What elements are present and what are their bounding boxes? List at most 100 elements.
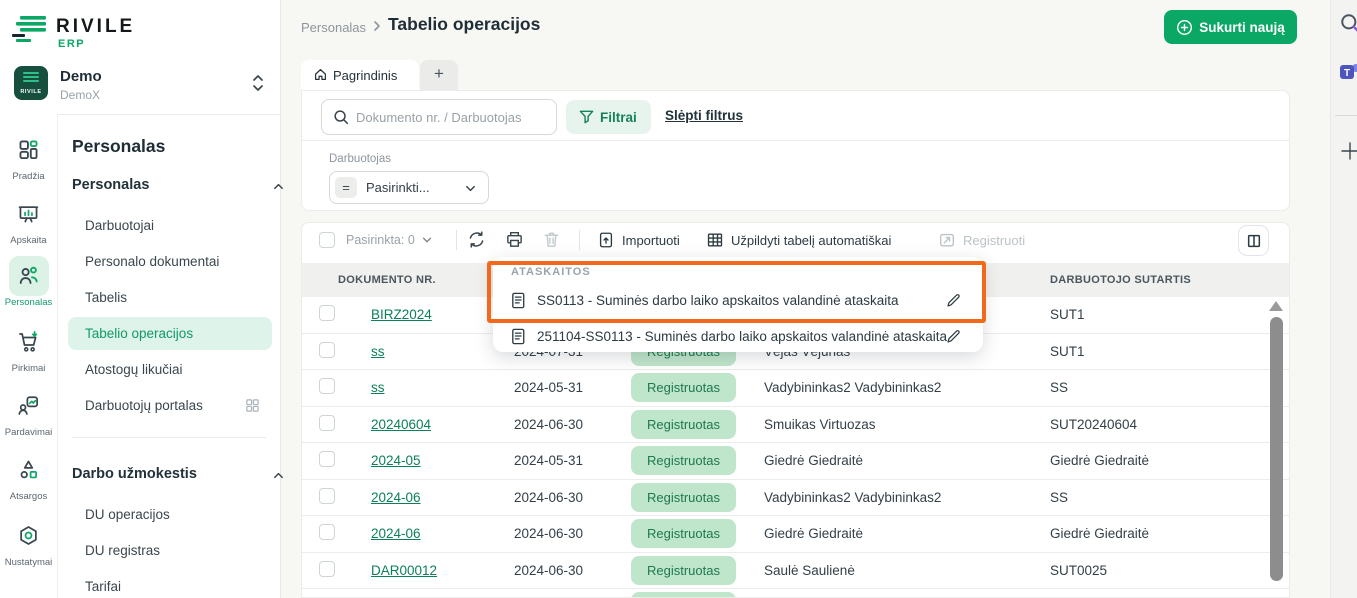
autofill-button[interactable]: Užpildyti tabelį automatiškai [706, 231, 891, 249]
sidebar-item-du-registras[interactable]: DU registras [85, 543, 161, 558]
import-button[interactable]: Importuoti [597, 231, 680, 249]
search-box [321, 99, 557, 135]
rail-item-personalas[interactable]: Personalas [0, 256, 57, 308]
table-row[interactable]: 2024-06 2024-06-30 Registruotas Giedrė G… [302, 516, 1289, 553]
sidebar-item-tabelio-operacijos[interactable]: Tabelio operacijos [68, 317, 272, 350]
contract-cell: SUT1 [1050, 307, 1085, 323]
register-button[interactable]: Registruoti [938, 231, 1025, 249]
delete-button[interactable] [542, 230, 561, 252]
select-all-checkbox[interactable] [319, 232, 335, 248]
section-personalas[interactable]: Personalas [72, 177, 283, 193]
document-link[interactable]: DAR00012 [371, 562, 438, 578]
search-sidebar-icon[interactable] [1339, 12, 1357, 36]
row-checkbox[interactable] [319, 524, 335, 541]
teams-icon[interactable]: T [1339, 62, 1357, 84]
contract-cell: SUT20240604 [1050, 416, 1138, 432]
employee-select[interactable]: = Pasirinkti... [329, 171, 489, 204]
home-icon [315, 69, 326, 80]
grid-icon [246, 399, 259, 412]
table-row[interactable]: ss 2024-05-31 Registruotas Vadybininkas2… [302, 370, 1289, 407]
tab-pagrindinis[interactable]: Pagrindinis [301, 60, 419, 90]
document-link[interactable]: 2024-06 [371, 489, 421, 505]
rail-item-nustatymai[interactable]: Nustatymai [0, 516, 57, 568]
brand-product: ERP [58, 38, 86, 50]
chevron-down-icon [466, 185, 475, 192]
document-link[interactable]: 2024-05 [371, 453, 421, 469]
sidebar-item-atostogu-likuciai[interactable]: Atostogų likučiai [85, 362, 183, 377]
document-icon [512, 292, 525, 309]
sidebar-item-du-operacijos[interactable]: DU operacijos [85, 507, 170, 522]
rail-item-pradzia[interactable]: Pradžia [0, 130, 57, 182]
table-row[interactable]: 2024-05 2024-05-31 Registruotas Giedrė G… [302, 443, 1289, 480]
employee-cell: Smuikas Virtuozas [764, 416, 876, 432]
report-item-251104-ss0113[interactable]: 251104-SS0113 - Suminės darbo laiko apsk… [493, 320, 983, 353]
table-row[interactable]: DAR00012 2024-06-30 Registruotas Saulė S… [302, 552, 1289, 589]
employee-cell: Giedrė Giedraitė [764, 453, 864, 469]
row-checkbox[interactable] [319, 378, 335, 395]
sidebar-item-personalo-dokumentai[interactable]: Personalo dokumentai [85, 254, 220, 269]
inventory-icon [20, 460, 37, 479]
row-checkbox[interactable] [319, 560, 335, 577]
search-input[interactable] [356, 101, 551, 133]
row-checkbox[interactable] [319, 414, 335, 431]
document-link[interactable]: BIRZ2024 [371, 307, 432, 323]
register-icon [940, 233, 954, 247]
report-item-ss0113[interactable]: SS0113 - Suminės darbo laiko apskaitos v… [493, 284, 983, 317]
rail-item-apskaita[interactable]: Apskaita [0, 194, 57, 246]
document-link[interactable]: 2024-06 [371, 526, 421, 542]
chevron-down-icon [422, 237, 431, 243]
rail-item-pirkimai[interactable]: Pirkimai [0, 322, 57, 374]
workspace-avatar: RIVILE [14, 66, 48, 100]
main-area: Personalas Tabelio operacijos Sukurti na… [281, 0, 1357, 598]
date-cell: 2024-05-31 [514, 453, 584, 469]
refresh-button[interactable] [467, 230, 486, 252]
row-checkbox[interactable] [319, 305, 335, 322]
filters-button[interactable]: Filtrai [566, 100, 651, 134]
add-tab-button[interactable]: + [420, 60, 458, 90]
workspace-name: Demo [60, 68, 102, 85]
document-link[interactable]: 20240604 [371, 416, 432, 432]
table-row[interactable]: 20240604 2024-06-30 Registruotas Smuikas… [302, 406, 1289, 443]
sidebar-item-darbuotoju-portalas[interactable]: Darbuotojų portalas [68, 389, 272, 422]
page-title: Tabelio operacijos [388, 14, 541, 34]
scrollbar-thumb[interactable] [1270, 317, 1283, 581]
status-badge: Registruotas [631, 555, 736, 585]
document-link[interactable]: ss [371, 380, 385, 396]
divider [1335, 115, 1357, 116]
create-new-button[interactable]: Sukurti naują [1164, 10, 1297, 44]
document-link[interactable]: ss [371, 343, 385, 359]
rail-item-pardavimai[interactable]: Pardavimai [0, 386, 57, 438]
breadcrumb[interactable]: Personalas [301, 20, 367, 35]
sidebar-menu: Personalas Personalas Darbuotojai Person… [57, 114, 283, 598]
row-checkbox[interactable] [319, 451, 335, 468]
sidebar-item-darbuotojai[interactable]: Darbuotojai [85, 218, 155, 233]
edit-pencil-icon[interactable] [945, 292, 962, 309]
search-icon [334, 110, 349, 125]
table-row[interactable]: 2024-06 2024-06-30 Registruotas Vadybini… [302, 479, 1289, 516]
accounting-icon [18, 206, 39, 223]
scrollbar-up-arrow[interactable] [1269, 301, 1283, 311]
selected-count[interactable]: Pasirinkta: 0 [346, 233, 433, 247]
unfold-icon[interactable] [250, 72, 266, 94]
row-checkbox[interactable] [319, 487, 335, 504]
document-icon [512, 328, 525, 345]
workspace-selector[interactable]: RIVILE Demo DemoX [0, 60, 281, 114]
edit-pencil-icon[interactable] [945, 328, 962, 345]
sidebar-item-tabelis[interactable]: Tabelis [85, 290, 128, 305]
operator-icon[interactable]: = [335, 177, 357, 198]
print-button[interactable] [505, 230, 524, 252]
brand-name: RIVILE [56, 16, 136, 37]
contract-cell: Giedrė Giedraitė [1050, 453, 1150, 469]
section-darbo-uzmokestis[interactable]: Darbo užmokestis [72, 466, 283, 482]
add-sidebar-icon[interactable] [1339, 140, 1357, 162]
columns-icon [1247, 234, 1260, 247]
table-row[interactable]: Registruotas [302, 589, 1289, 597]
contract-cell: Giedrė Giedraitė [1050, 526, 1150, 542]
rail-item-atsargos[interactable]: Atsargos [0, 450, 57, 502]
column-settings-button[interactable] [1238, 225, 1269, 256]
sales-icon [18, 396, 38, 416]
sidebar-item-tarifai[interactable]: Tarifai [85, 579, 122, 594]
hide-filters-link[interactable]: Slėpti filtrus [665, 108, 744, 123]
row-checkbox[interactable] [319, 341, 335, 358]
header-darbuotojo-sutartis: DARBUOTOJO SUTARTIS [1050, 274, 1191, 286]
